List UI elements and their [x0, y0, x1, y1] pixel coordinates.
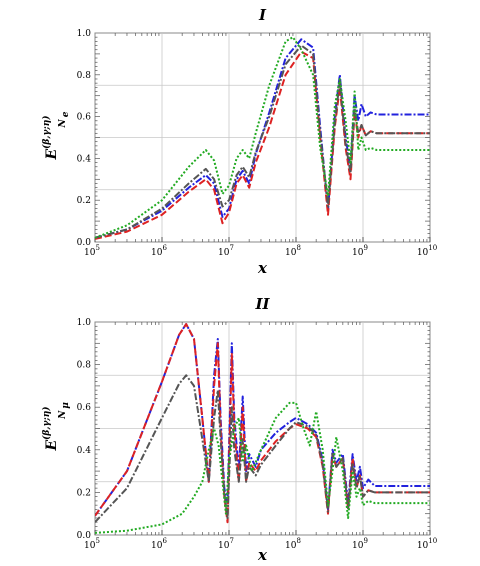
y-axis-label-subscript: Ne: [58, 111, 71, 128]
x-tick-label: 109: [352, 537, 368, 551]
x-tick-label: 1010: [417, 537, 437, 551]
x-tick-label: 107: [218, 244, 234, 258]
x-tick-label: 105: [84, 537, 100, 551]
series-line-2: [95, 50, 430, 240]
series-line-1: [95, 38, 430, 239]
series-line-2: [95, 323, 430, 524]
y-tick-label: 0.6: [77, 113, 92, 123]
x-axis-label: x: [257, 546, 268, 564]
y-tick-label: 0.6: [77, 403, 92, 413]
y-tick-label: 0.0: [77, 238, 92, 248]
x-tick-label: 108: [285, 244, 301, 258]
series-line-3: [95, 44, 430, 239]
x-axis-label: x: [257, 259, 268, 277]
x-tick-label: 109: [352, 244, 368, 258]
y-tick-label: 0.8: [77, 361, 92, 371]
y-axis-label: E(β,γ;η): [41, 406, 60, 451]
y-tick-label: 0.8: [77, 71, 92, 81]
x-tick-label: 106: [151, 244, 167, 258]
x-tick-label: 105: [84, 244, 100, 258]
x-tick-label: 1010: [417, 244, 437, 258]
y-tick-label: 0.0: [77, 531, 92, 541]
y-axis-label-subscript: Nμ: [58, 402, 71, 420]
series-line-1: [95, 323, 430, 517]
x-tick-label: 106: [151, 537, 167, 551]
chart-panel-2: II 105 106 107 108 109 1010 0.0 0.2 0.4 0.6 0.8 1.0 x…: [41, 295, 437, 564]
chart-panel-1: I 105 106 107 108 109 1010 0.0 0.2 0.4 0.6 0.8 1.0 x E…: [41, 6, 437, 277]
series-line-4: [95, 36, 430, 239]
x-tick-label: 108: [285, 537, 301, 551]
chart-title: II: [254, 295, 270, 313]
y-tick-label: 0.2: [77, 196, 91, 206]
y-axis-label: E(β,γ;η): [41, 115, 60, 160]
y-tick-label: 0.2: [77, 488, 91, 498]
y-tick-label: 0.4: [77, 154, 92, 164]
y-tick-label: 0.4: [77, 446, 92, 456]
y-tick-label: 1.0: [77, 318, 92, 328]
series-line-4: [95, 401, 430, 534]
x-tick-label: 107: [218, 537, 234, 551]
chart-title: I: [258, 6, 267, 24]
y-tick-label: 1.0: [77, 29, 92, 39]
